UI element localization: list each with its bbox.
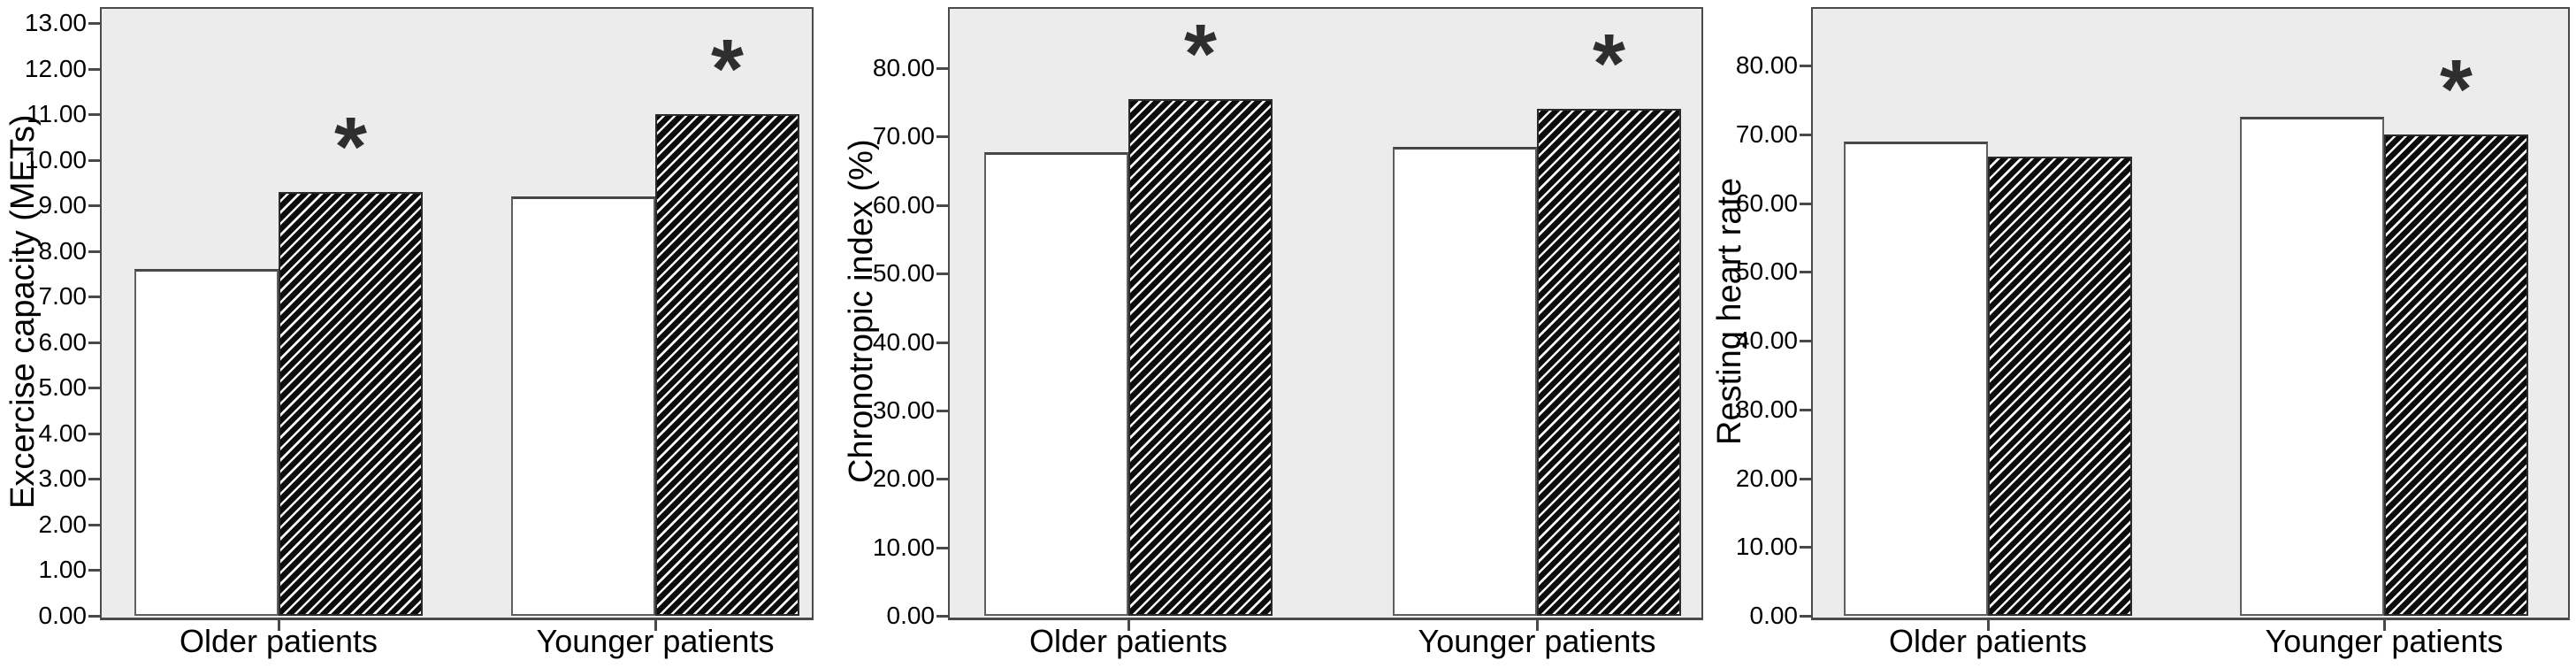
y-tick-label: 10.00 <box>24 145 87 173</box>
y-tick-mark <box>1800 65 1811 67</box>
y-tick-mark <box>936 341 948 344</box>
y-tick-mark <box>936 478 948 481</box>
category-tick-mark <box>1987 618 1990 631</box>
open-bar <box>1844 141 1988 616</box>
open-bar <box>134 269 279 616</box>
y-tick-mark <box>936 409 948 412</box>
open-bar <box>984 152 1128 616</box>
y-tick-label: 60.00 <box>872 190 935 219</box>
y-tick-label: 3.00 <box>38 465 88 493</box>
open-bar <box>511 196 655 616</box>
y-tick-label: 0.00 <box>38 602 88 629</box>
category-tick-mark <box>278 618 280 631</box>
y-tick-mark <box>936 135 948 139</box>
hatched-bar <box>655 114 799 616</box>
y-tick-label: 10.00 <box>872 533 935 561</box>
y-tick-mark <box>936 67 948 70</box>
category-label: Younger patients <box>536 623 775 659</box>
y-tick-mark <box>936 546 948 549</box>
y-tick-label: 9.00 <box>38 191 88 219</box>
category-tick-mark <box>1536 618 1539 631</box>
y-tick-label: 60.00 <box>1735 188 1798 217</box>
y-tick-label: 20.00 <box>1735 464 1798 492</box>
y-tick-label: 30.00 <box>872 395 935 424</box>
category-label: Younger patients <box>1418 623 1656 659</box>
y-tick-label: 20.00 <box>872 465 935 493</box>
y-tick-label: 50.00 <box>872 259 935 288</box>
y-tick-mark <box>88 341 100 344</box>
category-label: Older patients <box>1028 623 1228 659</box>
y-tick-label: 40.00 <box>872 327 935 356</box>
category-tick-mark <box>1127 618 1130 631</box>
category-tick-mark <box>654 618 657 631</box>
y-tick-mark <box>88 523 100 526</box>
y-tick-label: 70.00 <box>872 122 935 150</box>
significance-asterisk: * <box>711 22 744 117</box>
y-tick-mark <box>1800 202 1811 205</box>
y-tick-label: 40.00 <box>1735 326 1798 354</box>
y-tick-mark <box>88 615 100 618</box>
y-axis-title: Resting heart rate <box>1711 177 1748 446</box>
y-tick-label: 0.00 <box>886 602 936 629</box>
y-tick-label: 0.00 <box>1749 602 1799 629</box>
y-tick-mark <box>1800 546 1811 549</box>
open-bar <box>1393 146 1537 616</box>
y-tick-mark <box>88 67 100 71</box>
y-tick-label: 7.00 <box>38 282 88 311</box>
y-tick-label: 2.00 <box>38 510 88 538</box>
y-tick-label: 12.00 <box>24 54 87 82</box>
y-tick-label: 13.00 <box>24 9 87 36</box>
y-tick-label: 50.00 <box>1735 257 1798 286</box>
y-tick-mark <box>88 569 100 572</box>
y-tick-mark <box>936 203 948 207</box>
open-bar <box>2240 117 2384 616</box>
y-tick-mark <box>88 158 100 162</box>
significance-asterisk: * <box>334 99 367 194</box>
y-tick-label: 30.00 <box>1735 395 1798 423</box>
y-tick-mark <box>936 273 948 276</box>
y-tick-mark <box>88 22 100 25</box>
y-tick-mark <box>1800 133 1811 136</box>
y-tick-label: 80.00 <box>1735 51 1798 79</box>
y-tick-mark <box>88 250 100 253</box>
y-tick-mark <box>88 478 100 481</box>
category-label: Younger patients <box>2265 623 2503 659</box>
y-tick-label: 4.00 <box>38 418 88 447</box>
y-tick-label: 80.00 <box>872 54 935 81</box>
y-tick-mark <box>88 387 100 390</box>
hatched-bar <box>1128 98 1273 616</box>
category-label: Older patients <box>179 623 378 659</box>
y-tick-label: 8.00 <box>38 236 88 265</box>
y-tick-mark <box>1800 477 1811 480</box>
y-tick-mark <box>1800 340 1811 342</box>
y-tick-label: 6.00 <box>38 327 88 356</box>
category-tick-mark <box>2383 618 2386 631</box>
y-tick-mark <box>88 432 100 435</box>
y-tick-label: 1.00 <box>38 556 88 584</box>
y-tick-label: 10.00 <box>1735 533 1798 561</box>
y-tick-mark <box>88 204 100 208</box>
y-tick-mark <box>1800 271 1811 274</box>
hatched-bar <box>279 191 423 616</box>
y-tick-mark <box>88 113 100 117</box>
y-tick-label: 5.00 <box>38 373 88 402</box>
y-tick-mark <box>936 615 948 618</box>
y-tick-mark <box>1800 408 1811 411</box>
significance-asterisk: * <box>1593 17 1625 111</box>
significance-asterisk: * <box>2440 42 2473 136</box>
hatched-bar <box>1988 156 2132 616</box>
hatched-bar <box>2384 134 2528 616</box>
category-label: Older patients <box>1888 623 2088 659</box>
y-tick-mark <box>88 296 100 299</box>
y-tick-label: 11.00 <box>27 100 87 128</box>
hatched-bar <box>1537 109 1681 616</box>
y-tick-mark <box>1800 615 1811 618</box>
significance-asterisk: * <box>1184 6 1217 101</box>
y-tick-label: 70.00 <box>1735 119 1798 148</box>
